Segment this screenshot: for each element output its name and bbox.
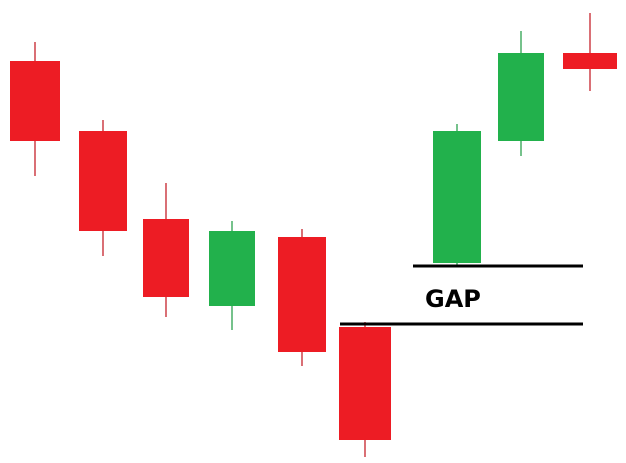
candle-body-up bbox=[209, 231, 255, 306]
candles-group bbox=[10, 13, 617, 457]
gap-label: GAP bbox=[425, 285, 481, 313]
candle-body-down bbox=[563, 53, 617, 69]
candle-body-down bbox=[143, 219, 189, 297]
candle-body-down bbox=[79, 131, 127, 231]
candle-body-up bbox=[433, 131, 481, 263]
candle-body-down bbox=[10, 61, 60, 141]
candle-body-down bbox=[278, 237, 326, 352]
candle-body-down bbox=[339, 327, 391, 440]
candle-body-up bbox=[498, 53, 544, 141]
